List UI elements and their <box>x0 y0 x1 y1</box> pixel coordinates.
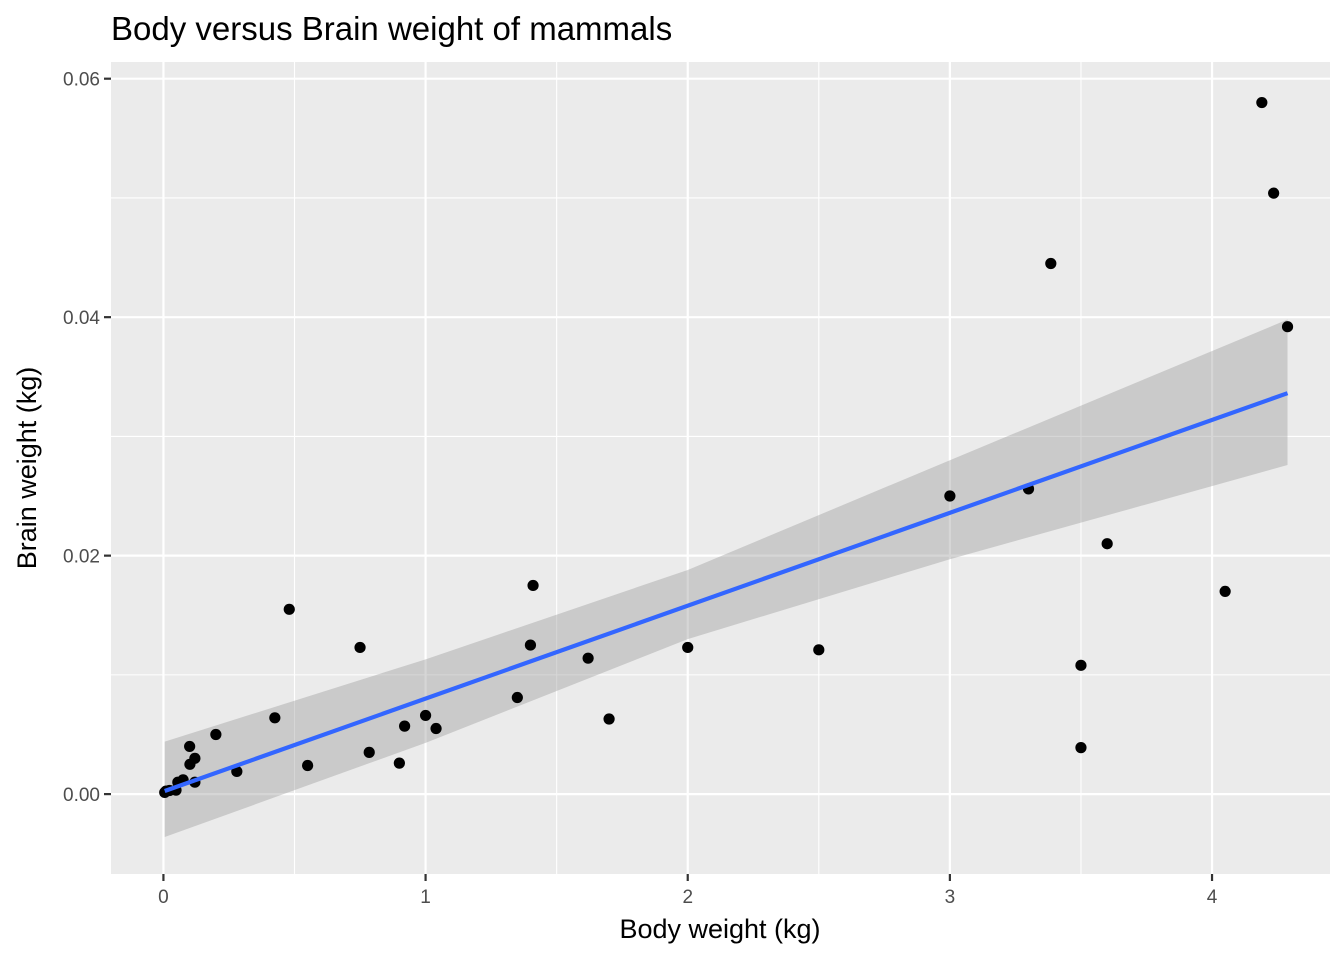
data-point <box>511 691 523 704</box>
data-point <box>603 713 615 725</box>
data-point <box>363 746 375 758</box>
data-point <box>524 639 537 651</box>
x-axis: 0 1 2 3 4 <box>158 874 1218 908</box>
data-point <box>582 652 594 664</box>
x-tick-label: 1 <box>420 887 431 908</box>
confidence-band <box>164 319 1288 838</box>
data-point <box>813 644 825 656</box>
major-grid <box>111 62 1330 874</box>
data-point <box>302 759 314 772</box>
data-point <box>419 709 432 722</box>
data-point <box>527 579 539 592</box>
data-point <box>682 641 694 654</box>
x-axis-title: Body weight (kg) <box>619 914 820 944</box>
x-tick-label: 0 <box>158 887 169 908</box>
y-axis-title: Brain weight (kg) <box>12 367 42 570</box>
data-point <box>944 490 956 502</box>
data-point <box>1045 257 1057 270</box>
data-point <box>184 740 196 753</box>
data-point <box>210 728 222 741</box>
data-point <box>1268 187 1280 199</box>
chart-title: Body versus Brain weight of mammals <box>111 10 672 47</box>
y-tick-label: 0.04 <box>63 308 100 329</box>
x-tick-label: 3 <box>945 887 956 908</box>
regression-line <box>164 391 1289 794</box>
data-point <box>269 712 281 724</box>
data-point <box>354 641 366 654</box>
data-point <box>1281 321 1294 333</box>
data-point <box>1101 538 1113 550</box>
data-point <box>1075 742 1087 754</box>
x-tick-label: 4 <box>1207 887 1218 908</box>
data-point <box>393 757 405 769</box>
data-point <box>1075 659 1087 671</box>
data-point <box>399 720 411 732</box>
confidence-band-layer <box>164 319 1288 838</box>
trend-line-layer <box>164 391 1289 794</box>
x-tick-label: 2 <box>682 887 693 908</box>
minor-grid <box>111 62 1330 874</box>
y-tick-label: 0.06 <box>63 70 100 91</box>
data-point <box>189 752 201 764</box>
y-tick-label: 0.00 <box>63 785 100 806</box>
data-point <box>283 603 295 615</box>
data-point <box>430 722 442 735</box>
y-axis: 0.00 0.02 0.04 0.06 <box>63 70 111 806</box>
data-point <box>1256 96 1268 109</box>
y-tick-label: 0.02 <box>63 547 100 568</box>
data-point <box>1219 585 1231 598</box>
